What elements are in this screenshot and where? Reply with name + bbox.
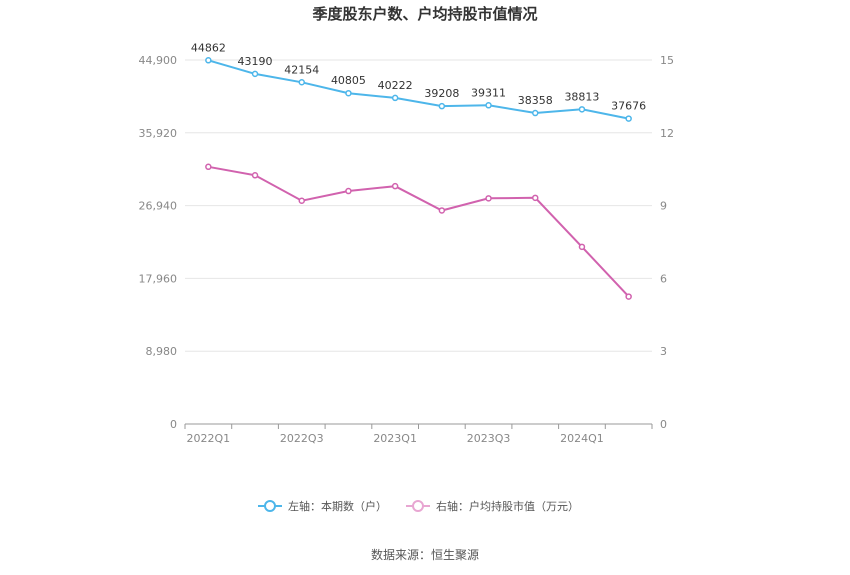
series-1-point bbox=[485, 102, 492, 109]
y-left-tick-label: 0 bbox=[170, 418, 177, 431]
data-label: 44862 bbox=[191, 41, 226, 54]
series-line-2 bbox=[208, 165, 630, 298]
y-right-tick-label: 9 bbox=[660, 200, 667, 213]
data-label: 38813 bbox=[564, 90, 599, 103]
axes: 0 0 8,980 3 17,960 6 26,940 9 35,920 12 44,900 15 20… bbox=[139, 54, 675, 445]
series-2-point bbox=[438, 207, 446, 214]
data-label: 43190 bbox=[238, 55, 273, 68]
y-right-tick-label: 3 bbox=[660, 345, 667, 358]
grid bbox=[185, 59, 652, 352]
x-tick-label: 2022Q1 bbox=[187, 432, 231, 445]
series-2-point bbox=[625, 293, 632, 300]
data-label: 42154 bbox=[284, 63, 319, 76]
series-2-point bbox=[532, 194, 539, 202]
series-2-point bbox=[345, 187, 352, 195]
series-2-point bbox=[205, 163, 212, 171]
data-label: 39311 bbox=[471, 86, 506, 99]
series-1-point bbox=[205, 57, 212, 64]
series-1-point bbox=[625, 115, 632, 122]
series-1-point bbox=[298, 79, 305, 86]
y-left-tick-label: 17,960 bbox=[139, 272, 178, 285]
series-1-point bbox=[345, 89, 352, 97]
legend-item-2[interactable]: 右轴：户均持股市值（万元） bbox=[406, 499, 579, 513]
data-label: 37676 bbox=[611, 100, 646, 113]
y-left-tick-label: 8,980 bbox=[146, 345, 178, 358]
x-tick-label: 2023Q1 bbox=[373, 432, 417, 445]
y-right-tick-label: 0 bbox=[660, 418, 667, 431]
series-1-point bbox=[438, 102, 446, 110]
x-tick-label: 2022Q3 bbox=[280, 432, 324, 445]
source-note: 数据来源：恒生聚源 bbox=[371, 547, 479, 562]
y-right-tick-label: 15 bbox=[660, 54, 674, 67]
y-right-tick-label: 6 bbox=[660, 272, 667, 285]
series-2-point bbox=[298, 197, 305, 204]
series-2-point bbox=[578, 243, 586, 251]
legend-label: 左轴：本期数（户） bbox=[288, 499, 387, 513]
y-left-tick-label: 26,940 bbox=[139, 200, 178, 213]
series-2-point bbox=[251, 172, 259, 179]
series-2-point bbox=[391, 182, 399, 190]
x-tick-label: 2023Q3 bbox=[467, 432, 511, 445]
series-layer: 44862 43190 42154 40805 40222 39208 39311 38358… bbox=[191, 41, 646, 300]
y-right-tick-label: 12 bbox=[660, 127, 674, 140]
legend-marker bbox=[264, 500, 276, 512]
chart-title: 季度股东户数、户均持股市值情况 bbox=[312, 5, 537, 23]
legend-label: 右轴：户均持股市值（万元） bbox=[436, 499, 579, 513]
legend-item-1[interactable]: 左轴：本期数（户） bbox=[258, 499, 387, 513]
series-line-1 bbox=[208, 59, 629, 120]
series-1-point bbox=[251, 70, 259, 78]
legend-marker bbox=[412, 500, 424, 512]
x-tick-label: 2024Q1 bbox=[560, 432, 604, 445]
y-left-tick-label: 35,920 bbox=[139, 127, 178, 140]
data-label: 40222 bbox=[378, 79, 413, 92]
data-label: 38358 bbox=[518, 94, 553, 107]
series-1-point bbox=[578, 106, 586, 113]
series-1-point bbox=[532, 109, 539, 117]
legend[interactable]: 左轴：本期数（户） 右轴：户均持股市值（万元） bbox=[258, 499, 579, 513]
series-1-point bbox=[391, 94, 399, 102]
y-left-tick-label: 44,900 bbox=[139, 54, 178, 67]
data-label: 40805 bbox=[331, 74, 366, 87]
series-2-point bbox=[485, 195, 492, 202]
data-label: 39208 bbox=[424, 87, 459, 100]
